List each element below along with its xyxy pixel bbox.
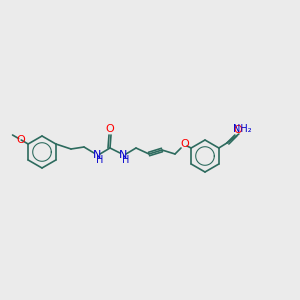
- Text: O: O: [106, 124, 114, 134]
- Text: H: H: [122, 155, 130, 165]
- Text: O: O: [181, 139, 189, 149]
- Text: O: O: [17, 135, 26, 145]
- Text: H: H: [96, 155, 104, 165]
- Text: NH₂: NH₂: [232, 124, 251, 134]
- Text: O: O: [233, 125, 242, 135]
- Text: N: N: [93, 150, 101, 160]
- Text: N: N: [119, 150, 127, 160]
